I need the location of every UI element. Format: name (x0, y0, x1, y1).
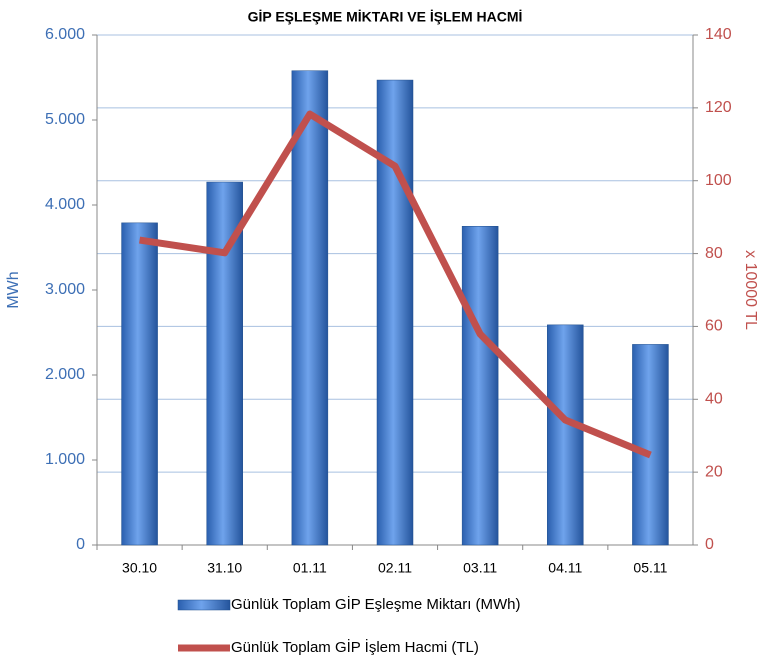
y2-tick-label: 120 (705, 99, 732, 116)
y2-axis-label: x 10000 TL (742, 250, 759, 330)
y2-tick-label: 140 (705, 26, 732, 43)
bar (206, 181, 243, 546)
y2-tick-label: 0 (705, 536, 714, 553)
x-tick-label: 05.11 (633, 560, 667, 576)
y2-tick-label: 100 (705, 172, 732, 189)
x-tick-label: 31.10 (207, 560, 242, 576)
line (139, 110, 652, 459)
y-axis-label: MWh (5, 271, 22, 308)
x-tick-label: 04.11 (548, 560, 582, 576)
y2-tick-label: 40 (705, 391, 723, 408)
y-tick-label: 0 (76, 536, 85, 553)
bar (121, 222, 158, 546)
bar (632, 344, 669, 546)
y2-tick-label: 60 (705, 318, 723, 335)
y-tick-label: 5.000 (45, 111, 85, 128)
legend-label: Günlük Toplam GİP İşlem Hacmi (TL) (231, 638, 479, 656)
bar (461, 226, 499, 546)
x-tick-label: 30.10 (122, 560, 157, 576)
x-tick-label: 02.11 (378, 560, 412, 576)
bar (547, 324, 584, 546)
chart-title: GİP EŞLEŞME MİKTARI VE İŞLEM HACMİ (248, 9, 523, 25)
bar (291, 70, 329, 546)
y-tick-label: 1.000 (45, 451, 85, 468)
legend-label: Günlük Toplam GİP Eşleşme Miktarı (MWh) (231, 595, 521, 613)
bar (376, 79, 414, 546)
x-tick-label: 03.11 (463, 560, 497, 576)
y-tick-label: 4.000 (45, 196, 85, 213)
y-tick-label: 3.000 (45, 281, 85, 298)
y-tick-label: 6.000 (45, 26, 85, 43)
y2-tick-label: 80 (705, 245, 723, 262)
y2-tick-label: 20 (705, 463, 723, 480)
legend-swatch (177, 599, 231, 611)
y-tick-label: 2.000 (45, 366, 85, 383)
x-tick-label: 01.11 (293, 560, 327, 576)
